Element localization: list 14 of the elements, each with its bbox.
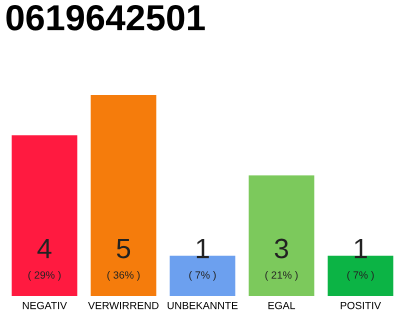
data-label: 3 ( 21% ) <box>265 238 298 281</box>
x-tick-label: VERWIRREND <box>88 302 158 310</box>
x-tick-label: EGAL <box>268 302 296 310</box>
bar <box>248 175 314 296</box>
data-label: 1 ( 7% ) <box>189 238 216 281</box>
bar <box>90 95 156 296</box>
bar <box>12 135 78 296</box>
x-tick-label: POSITIV <box>340 302 382 310</box>
x-tick-label: NEGATIV <box>22 302 67 310</box>
x-tick-label: UNBEKANNTE <box>168 302 238 310</box>
chart-title: 0619642501 <box>6 4 205 31</box>
data-label: 5 ( 36% ) <box>107 238 140 281</box>
data-label: 1 ( 7% ) <box>347 238 374 281</box>
data-label: 4 ( 29% ) <box>28 238 61 281</box>
